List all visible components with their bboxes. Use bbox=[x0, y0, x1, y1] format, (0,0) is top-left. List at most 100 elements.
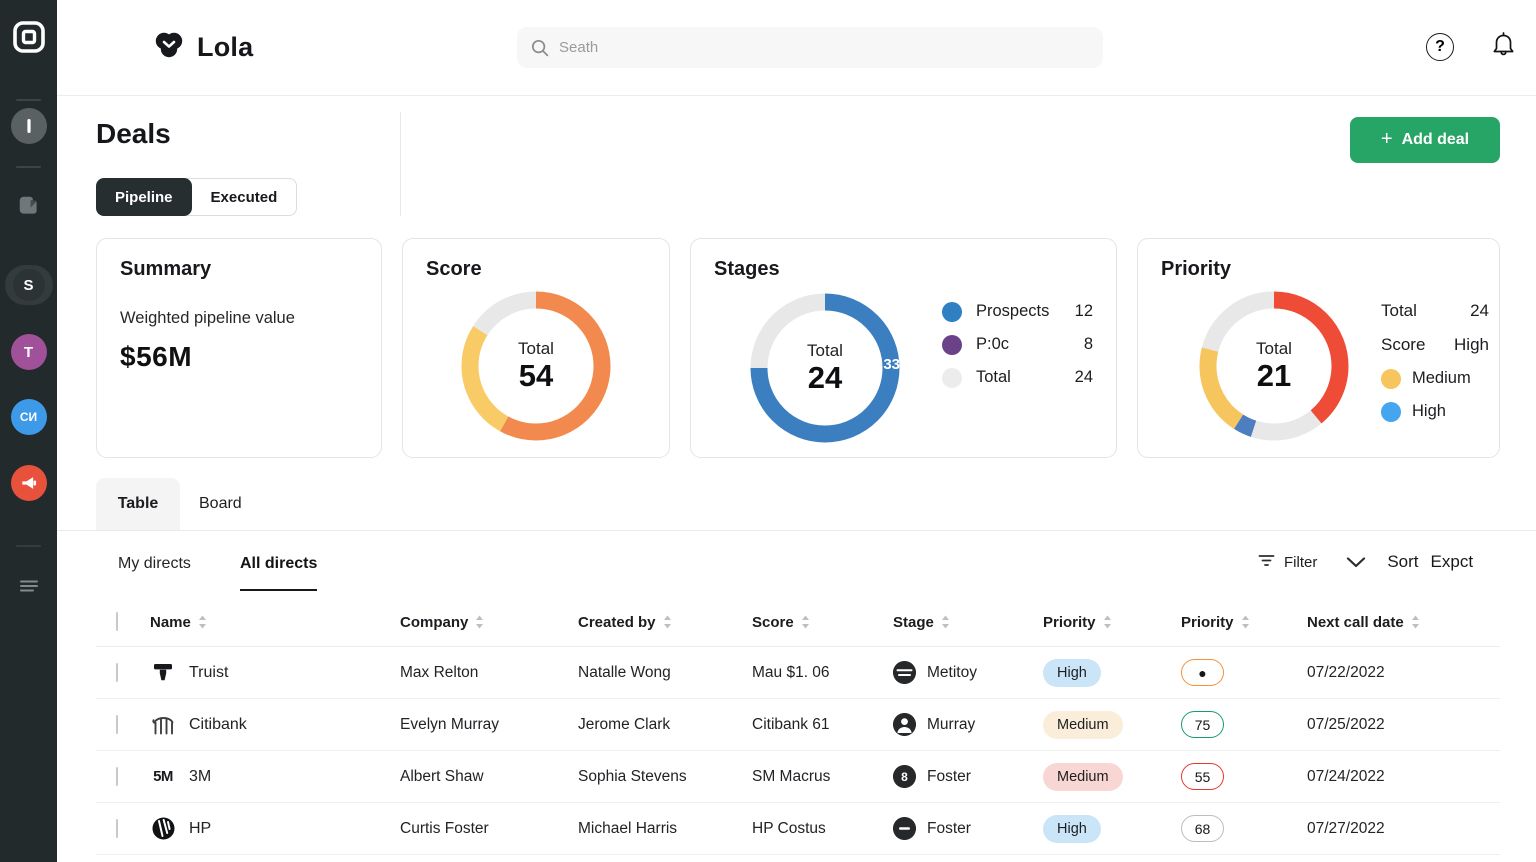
chevron-down-icon[interactable] bbox=[1346, 556, 1366, 568]
stage-cell: Foster bbox=[927, 819, 971, 837]
score-donut: Total 54 bbox=[461, 291, 611, 441]
workspace-button[interactable] bbox=[0, 14, 57, 64]
sort-icon[interactable] bbox=[1103, 615, 1112, 629]
legend-dot bbox=[942, 367, 962, 388]
column-header-created-by[interactable]: Created by bbox=[578, 614, 752, 631]
filter-button[interactable]: Filter bbox=[1258, 553, 1317, 572]
search-input[interactable] bbox=[517, 27, 1103, 68]
column-header-next-call-date[interactable]: Next call date bbox=[1307, 614, 1500, 631]
select-all-checkbox[interactable] bbox=[116, 612, 118, 631]
help-button[interactable]: ? bbox=[1426, 33, 1454, 61]
priority-card: Priority bbox=[1137, 238, 1500, 458]
column-header-name[interactable]: Name bbox=[150, 614, 400, 631]
tab-table-view[interactable]: Table bbox=[96, 478, 180, 530]
legend-dot bbox=[1381, 368, 1401, 389]
row-checkbox[interactable] bbox=[116, 818, 118, 838]
vertical-divider bbox=[400, 112, 401, 216]
sort-icon[interactable] bbox=[1411, 615, 1420, 629]
donut-center-label: Total bbox=[1256, 338, 1292, 358]
search-icon bbox=[530, 38, 550, 63]
table-header-row: Name Company Created by Score Stage Prio… bbox=[96, 598, 1500, 647]
priority-badge: High bbox=[1043, 814, 1101, 843]
next-call-date-cell: 07/25/2022 bbox=[1307, 715, 1385, 733]
tab-board-view[interactable]: Board bbox=[199, 495, 242, 512]
sort-icon[interactable] bbox=[1241, 615, 1250, 629]
sidebar-menu-button[interactable] bbox=[0, 576, 57, 600]
citibank-logo bbox=[150, 712, 176, 738]
murray-avatar bbox=[893, 713, 916, 736]
sort-icon[interactable] bbox=[801, 615, 810, 629]
stat-item: Score High bbox=[1381, 328, 1489, 362]
score-pill: ● bbox=[1181, 659, 1224, 686]
created-by-cell: Michael Harris bbox=[578, 819, 678, 837]
add-deal-label: Add deal bbox=[1401, 131, 1470, 148]
avatar: S bbox=[12, 269, 45, 301]
legend-item: High bbox=[1381, 395, 1489, 428]
card-title: Score bbox=[426, 258, 482, 280]
column-header-company[interactable]: Company bbox=[400, 614, 578, 631]
score-donut-chart bbox=[461, 291, 611, 441]
sidebar-item-profile[interactable] bbox=[0, 107, 57, 145]
page-title: Deals bbox=[96, 118, 171, 149]
stages-donut: Total 24 33 bbox=[750, 293, 900, 443]
sort-icon[interactable] bbox=[198, 615, 207, 629]
stat-label: Score bbox=[1381, 335, 1426, 354]
card-title: Priority bbox=[1161, 258, 1232, 280]
sort-icon[interactable] bbox=[941, 615, 950, 629]
lola-clover-icon bbox=[153, 30, 185, 65]
bell-icon bbox=[1490, 32, 1517, 63]
legend-value: 8 bbox=[1083, 335, 1093, 353]
tab-executed[interactable]: Executed bbox=[185, 178, 298, 216]
next-call-date-cell: 07/24/2022 bbox=[1307, 767, 1385, 785]
table-row[interactable]: 5M 3M Albert Shaw Sophia Stevens SM Macru… bbox=[96, 751, 1500, 803]
table-row[interactable]: Truist Max Relton Natalle Wong Mau $1. 0… bbox=[96, 647, 1500, 699]
table-row[interactable]: Citibank Evelyn Murray Jerome Clark Citi… bbox=[96, 699, 1500, 751]
sidebar-item-user-red[interactable] bbox=[0, 465, 57, 501]
sidebar-item-user-cn[interactable]: CИ bbox=[0, 399, 57, 435]
legend-item: Total 24 bbox=[942, 361, 1093, 394]
svg-text:8: 8 bbox=[901, 770, 908, 784]
score-cell: SM Macrus bbox=[752, 767, 831, 785]
score-cell: Mau $1. 06 bbox=[752, 663, 830, 681]
legend-dot bbox=[1381, 401, 1401, 422]
tab-pipeline[interactable]: Pipeline bbox=[96, 178, 192, 216]
row-checkbox[interactable] bbox=[116, 662, 118, 682]
sort-icon[interactable] bbox=[663, 615, 672, 629]
score-cell: Citibank 61 bbox=[752, 715, 830, 733]
file-icon bbox=[16, 193, 41, 223]
legend-label: High bbox=[1412, 402, 1446, 420]
sidebar-item-documents[interactable] bbox=[0, 190, 57, 226]
legend-dot bbox=[942, 334, 962, 355]
company-cell: Albert Shaw bbox=[400, 767, 484, 785]
filter-label: Filter bbox=[1284, 553, 1318, 571]
sidebar-item-user-s[interactable]: S bbox=[0, 264, 57, 306]
sort-button[interactable]: Sort bbox=[1387, 552, 1419, 571]
priority-badge: High bbox=[1043, 658, 1101, 687]
sidebar-item-user-t[interactable]: T bbox=[0, 334, 57, 370]
notifications-button[interactable] bbox=[1489, 31, 1517, 61]
legend-label: Total bbox=[976, 368, 1011, 386]
stat-value: 24 bbox=[1470, 301, 1489, 320]
column-header-priority-2[interactable]: Priority bbox=[1181, 614, 1307, 631]
created-by-cell: Jerome Clark bbox=[578, 715, 671, 733]
sidebar-divider bbox=[16, 99, 41, 101]
sort-icon[interactable] bbox=[475, 615, 484, 629]
row-checkbox[interactable] bbox=[116, 766, 118, 786]
column-header-priority[interactable]: Priority bbox=[1043, 614, 1181, 631]
add-deal-button[interactable]: + Add deal bbox=[1350, 117, 1500, 163]
weighted-pipeline-value: $56M bbox=[120, 341, 193, 372]
megaphone-icon bbox=[10, 465, 47, 501]
app-title: Lola bbox=[197, 32, 254, 62]
deal-name: 3M bbox=[189, 767, 212, 785]
i-bar-icon bbox=[10, 108, 47, 144]
summary-card: Summary Weighted pipeline value $56M bbox=[96, 238, 382, 458]
column-header-stage[interactable]: Stage bbox=[893, 614, 1043, 631]
column-header-score[interactable]: Score bbox=[752, 614, 893, 631]
next-call-date-cell: 07/27/2022 bbox=[1307, 819, 1385, 837]
legend-item: P:0c 8 bbox=[942, 328, 1093, 361]
export-button[interactable]: Expct bbox=[1430, 552, 1474, 571]
table-row[interactable]: HP Curtis Foster Michael Harris HP Costu… bbox=[96, 803, 1500, 855]
tab-all-directs[interactable]: All directs bbox=[240, 555, 318, 591]
row-checkbox[interactable] bbox=[116, 714, 118, 734]
tab-my-directs[interactable]: My directs bbox=[118, 555, 191, 572]
